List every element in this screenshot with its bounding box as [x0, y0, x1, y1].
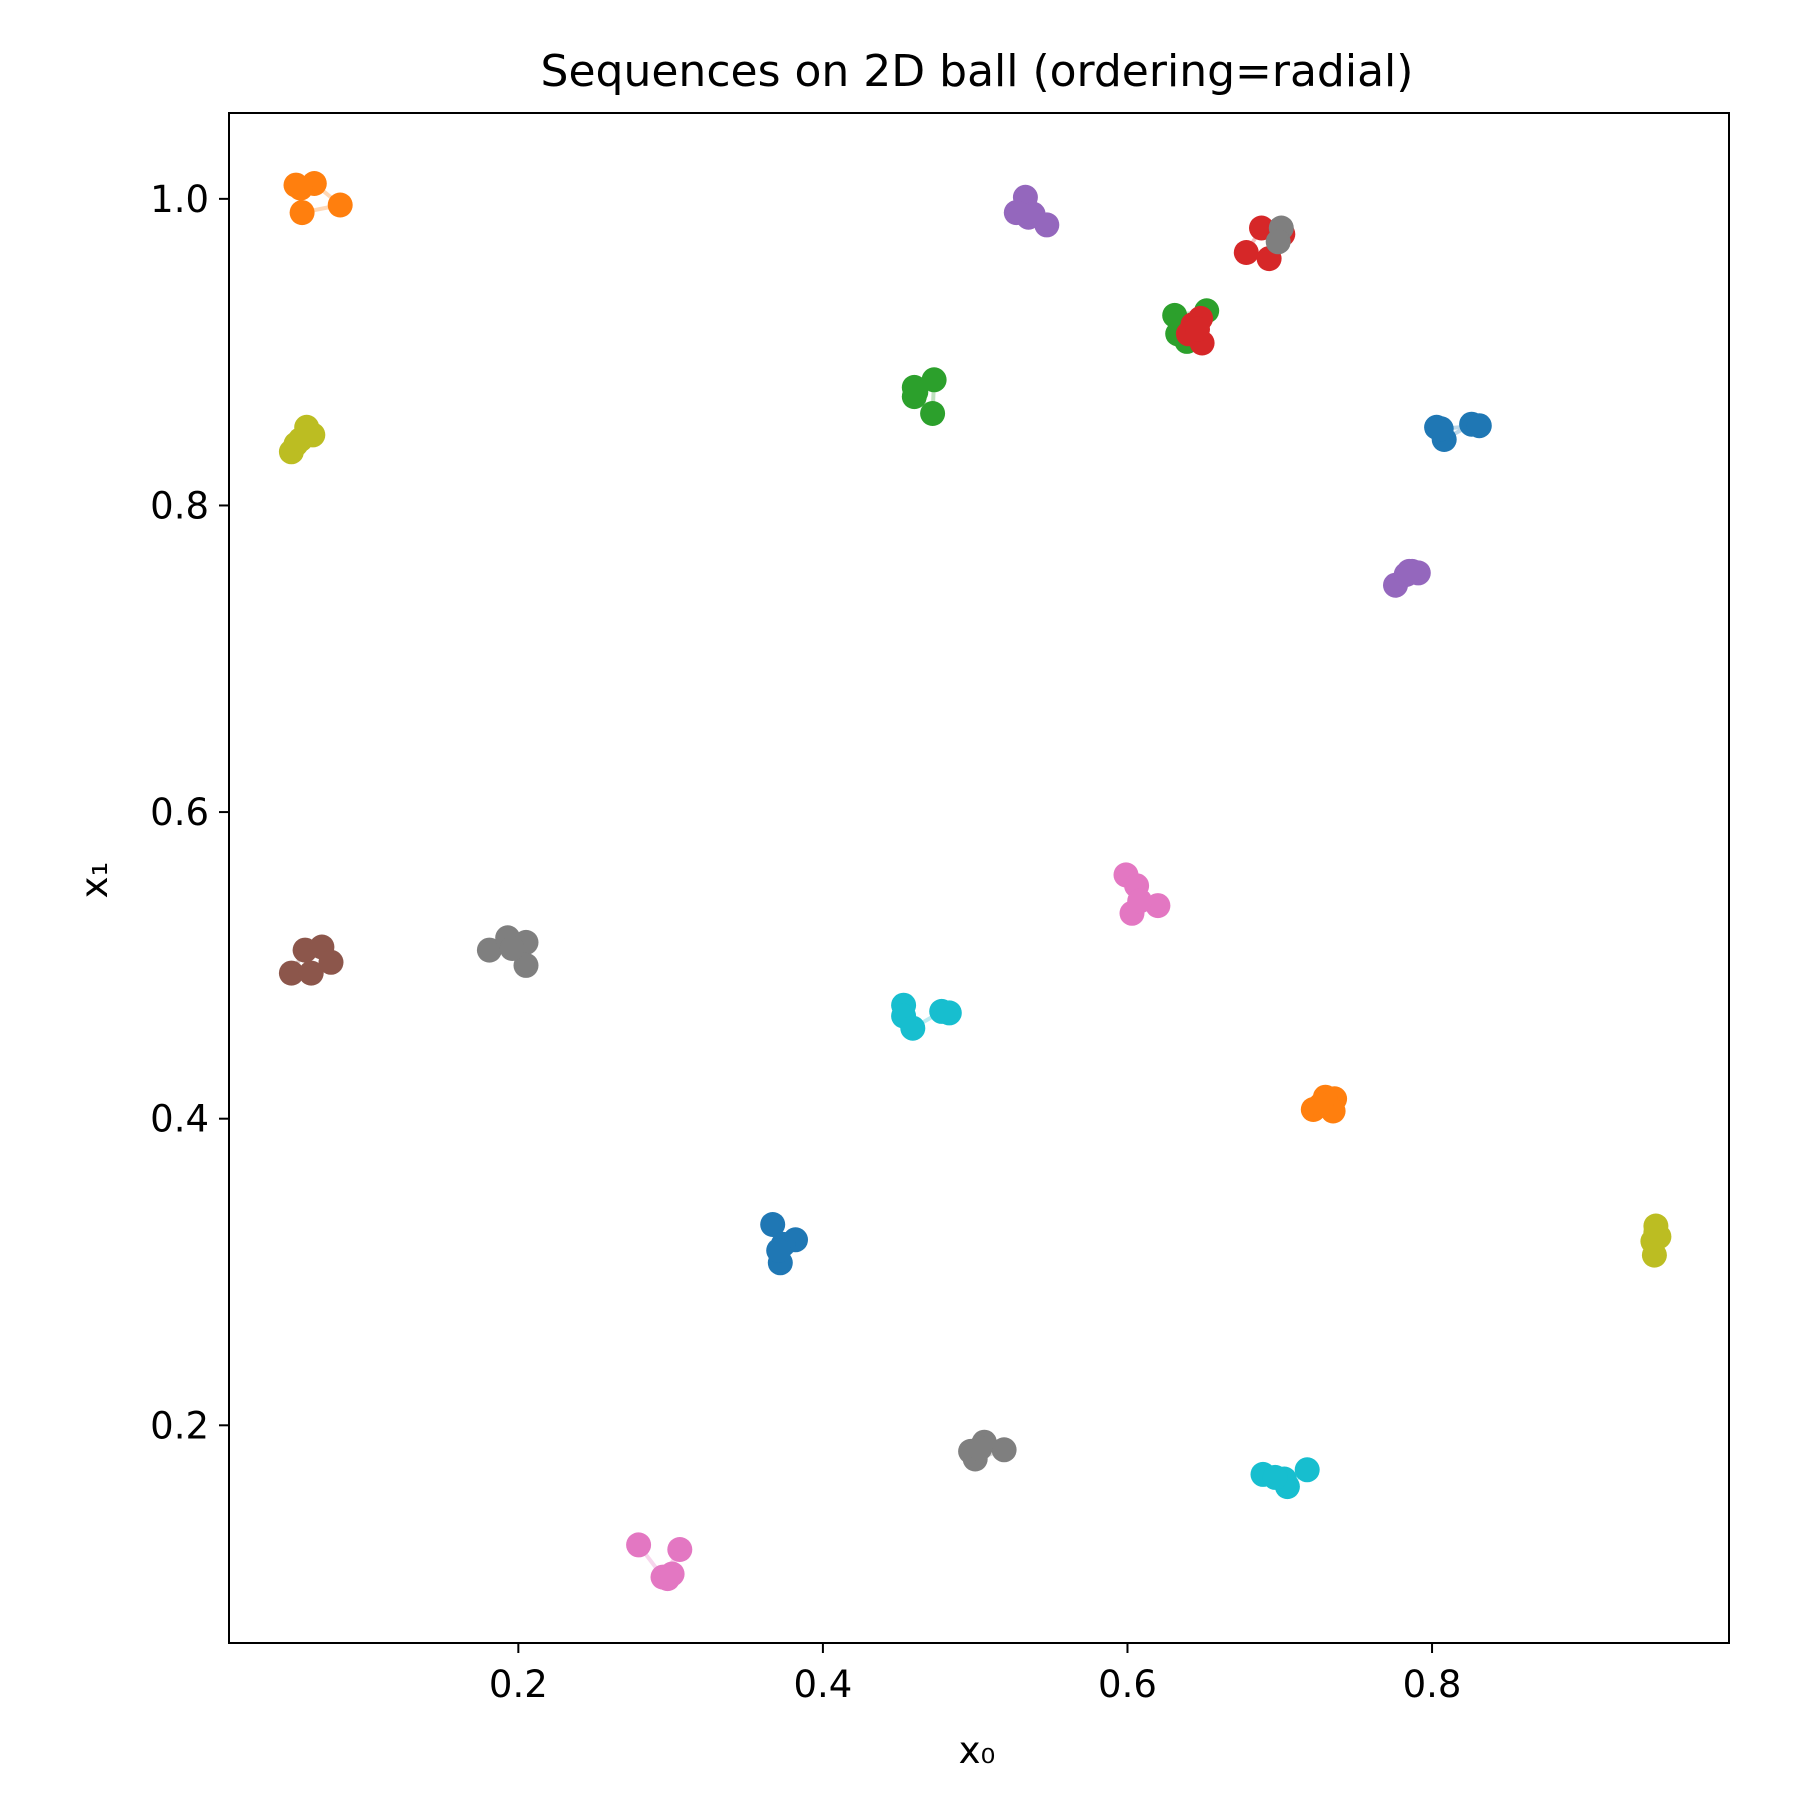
y-tick-label: 1.0 [150, 178, 209, 221]
data-point [967, 1435, 993, 1461]
series-10 [278, 934, 344, 986]
data-point [900, 1015, 926, 1041]
data-point [1233, 240, 1259, 265]
data-point [1016, 204, 1041, 230]
data-point [318, 949, 344, 975]
series-16 [278, 414, 326, 465]
data-point [278, 960, 304, 986]
data-point [288, 427, 314, 452]
data-point [921, 367, 947, 393]
series-15 [1265, 215, 1294, 255]
x-tick-label: 0.8 [1403, 1663, 1462, 1706]
y-tick-label: 0.4 [150, 1098, 209, 1141]
data-point [626, 1532, 652, 1558]
series-8 [1003, 184, 1060, 238]
y-tick-label: 0.2 [150, 1404, 209, 1447]
data-point [991, 1437, 1017, 1463]
series-0 [760, 1212, 808, 1276]
data-point [1185, 316, 1210, 342]
data-point [659, 1561, 685, 1587]
data-point [476, 937, 502, 963]
data-point [1127, 888, 1153, 914]
data-point [1249, 215, 1274, 241]
series-18 [891, 992, 962, 1041]
data-point [760, 1212, 786, 1237]
data-point [920, 401, 946, 426]
x-axis-label: x₀ [959, 1729, 996, 1772]
series-12 [1113, 862, 1171, 926]
data-point [766, 1238, 792, 1263]
data-point [1294, 1457, 1320, 1483]
series-2 [283, 171, 353, 226]
y-axis-label: x₁ [73, 862, 116, 899]
data-point [288, 175, 314, 201]
plot-area-frame [228, 112, 1730, 1644]
data-point [936, 1000, 962, 1026]
data-point [903, 379, 929, 405]
series-4 [901, 367, 947, 426]
x-tick-label: 0.4 [793, 1663, 852, 1706]
series-3 [1300, 1084, 1348, 1124]
data-point [1262, 1464, 1288, 1490]
data-point [1643, 1219, 1669, 1245]
data-point [1308, 1092, 1334, 1118]
data-point [1265, 229, 1291, 255]
chart-title: Sequences on 2D ball (ordering=radial) [541, 46, 1414, 97]
y-tick-label: 0.8 [150, 484, 209, 527]
data-point [327, 192, 353, 218]
series-14 [958, 1429, 1017, 1472]
data-point [667, 1537, 693, 1562]
data-point [499, 936, 525, 961]
data-point [289, 200, 315, 226]
data-point [513, 952, 539, 978]
data-point [1396, 558, 1422, 584]
axes-layer: 0.2 0.4 0.6 0.8 0.2 0.4 0.6 0.8 1.0 [150, 178, 1461, 1706]
x-tick-label: 0.6 [1098, 1663, 1157, 1706]
data-point [1428, 416, 1454, 442]
series-17 [1640, 1213, 1672, 1268]
series-7 [1175, 305, 1215, 356]
x-tick-label: 0.2 [489, 1663, 548, 1706]
y-tick-label: 0.6 [150, 791, 209, 834]
data-point [1466, 413, 1492, 439]
series-13 [476, 925, 539, 978]
series-1 [1424, 411, 1492, 452]
data-point [298, 960, 324, 986]
series-9 [1383, 558, 1431, 598]
series-19 [1250, 1457, 1320, 1500]
series-11 [626, 1532, 693, 1592]
data-series-layer [278, 171, 1672, 1592]
